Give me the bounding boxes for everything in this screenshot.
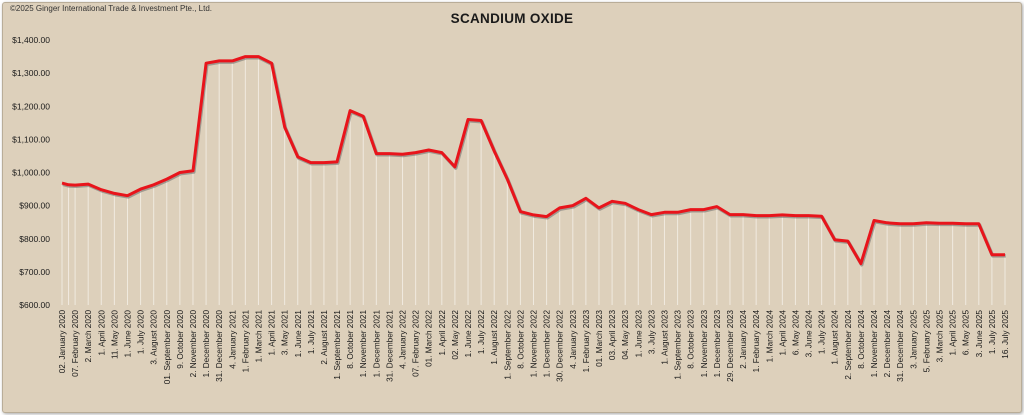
x-tick-label: 3. August 2020 bbox=[150, 310, 159, 365]
x-tick-label: 01. March 2023 bbox=[595, 310, 604, 367]
x-tick-label: 1. April 2021 bbox=[268, 310, 277, 356]
y-tick-label: $800.00 bbox=[19, 234, 50, 244]
x-tick-label: 16. July 2025 bbox=[1001, 310, 1010, 359]
x-tick-label: 3. June 2024 bbox=[805, 310, 814, 358]
x-tick-label: 07. February 2020 bbox=[71, 310, 80, 377]
chart-title: SCANDIUM OXIDE bbox=[450, 11, 574, 26]
x-tick-label: 8. October 2023 bbox=[687, 310, 696, 369]
y-tick-label: $1,300.00 bbox=[12, 68, 50, 78]
x-tick-label: 1. July 2025 bbox=[988, 310, 997, 355]
x-tick-label: 3. July 2023 bbox=[647, 310, 656, 355]
x-tick-label: 1. December 2023 bbox=[713, 310, 722, 378]
drop-lines bbox=[61, 56, 1006, 305]
x-tick-label: 1. September 2021 bbox=[333, 310, 342, 380]
x-tick-label: 1. April 2022 bbox=[438, 310, 447, 356]
x-tick-label: 5. February 2025 bbox=[922, 310, 931, 373]
x-tick-label: 04. May 2023 bbox=[621, 310, 630, 360]
x-tick-label: 4. January 2023 bbox=[569, 310, 578, 369]
x-tick-label: 1. June 2021 bbox=[294, 310, 303, 358]
price-series bbox=[61, 55, 1006, 267]
x-tick-label: 1. February 2024 bbox=[752, 310, 761, 373]
x-tick-label: 6. May 2024 bbox=[791, 310, 800, 356]
x-tick-label: 3. June 2025 bbox=[975, 310, 984, 358]
x-tick-label: 1. November 2021 bbox=[359, 310, 368, 378]
x-tick-label: 1. March 2024 bbox=[765, 310, 774, 363]
x-tick-label: 1. June 2023 bbox=[634, 310, 643, 358]
x-tick-label: 03. April 2023 bbox=[608, 310, 617, 361]
x-tick-label: 01. March 2022 bbox=[425, 310, 434, 367]
x-tick-label: 1. November 2023 bbox=[700, 310, 709, 378]
y-tick-label: $1,000.00 bbox=[12, 168, 50, 178]
x-tick-label: 2. November 2020 bbox=[189, 310, 198, 378]
y-tick-label: $900.00 bbox=[19, 201, 50, 211]
x-tick-label: 8. October 2021 bbox=[346, 310, 355, 369]
copyright-notice: ©2025 Ginger International Trade & Inves… bbox=[10, 4, 213, 13]
y-axis: $600.00 $700.00 $800.00 $900.00 $1,000.00 $1,… bbox=[12, 35, 50, 310]
x-tick-label: 1. June 2022 bbox=[464, 310, 473, 358]
x-tick-label: 02. January 2020 bbox=[58, 310, 67, 374]
x-tick-label: 2. August 2021 bbox=[320, 310, 329, 365]
x-tick-label: 8. October 2024 bbox=[857, 310, 866, 369]
x-tick-label: 1. February 2021 bbox=[241, 310, 250, 373]
x-tick-label: 07. February 2022 bbox=[412, 310, 421, 377]
x-tick-label: 8. October 2022 bbox=[516, 310, 525, 369]
x-tick-label: 30. December 2022 bbox=[556, 310, 565, 382]
x-tick-label: 11. May 2020 bbox=[110, 310, 119, 359]
x-tick-label: 3. January 2025 bbox=[909, 310, 918, 369]
x-tick-label: 1. August 2024 bbox=[831, 310, 840, 365]
x-tick-label: 2. September 2024 bbox=[844, 310, 853, 380]
x-tick-label: 1. July 2024 bbox=[818, 310, 827, 355]
x-tick-label: 1. December 2021 bbox=[372, 310, 381, 378]
x-axis: 02. January 2020 07. February 2020 2. Marc… bbox=[58, 310, 1010, 385]
x-tick-label: 4. January 2021 bbox=[228, 310, 237, 369]
x-tick-label: 1. September 2022 bbox=[503, 310, 512, 380]
y-tick-label: $1,400.00 bbox=[12, 35, 50, 45]
x-tick-label: 3. March 2025 bbox=[936, 310, 945, 363]
x-tick-label: 1. November 2022 bbox=[530, 310, 539, 378]
y-tick-label: $1,200.00 bbox=[12, 101, 50, 111]
x-tick-label: 02. May 2022 bbox=[451, 310, 460, 360]
x-tick-label: 9. October 2020 bbox=[176, 310, 185, 369]
x-tick-label: 1. April 2020 bbox=[97, 310, 106, 356]
x-tick-label: 1. April 2024 bbox=[778, 310, 787, 356]
x-tick-label: 1. September 2023 bbox=[674, 310, 683, 380]
x-tick-label: 1. July 2021 bbox=[307, 310, 316, 355]
x-tick-label: 3. May 2021 bbox=[281, 310, 290, 356]
y-tick-label: $700.00 bbox=[19, 267, 50, 277]
x-tick-label: 31. December 2020 bbox=[215, 310, 224, 382]
x-tick-label: 4. January 2022 bbox=[399, 310, 408, 369]
x-tick-label: 31. December 2021 bbox=[385, 310, 394, 382]
x-tick-label: 1. December 2022 bbox=[543, 310, 552, 378]
x-tick-label: 1. August 2022 bbox=[490, 310, 499, 365]
x-tick-label: 1. December 2020 bbox=[202, 310, 211, 378]
x-tick-label: 2. December 2024 bbox=[883, 310, 892, 378]
x-tick-label: 1. February 2023 bbox=[582, 310, 591, 373]
x-tick-label: 1. June 2020 bbox=[124, 310, 133, 358]
x-tick-label: 29. December 2023 bbox=[726, 310, 735, 382]
x-tick-label: 01. September 2020 bbox=[163, 310, 172, 385]
x-tick-label: 1. August 2023 bbox=[661, 310, 670, 365]
y-tick-label: $600.00 bbox=[19, 300, 50, 310]
x-tick-label: 1. March 2021 bbox=[255, 310, 264, 363]
x-tick-label: 1. April 2025 bbox=[949, 310, 958, 356]
x-tick-label: 1. July 2022 bbox=[477, 310, 486, 355]
x-tick-label: 31. December 2024 bbox=[896, 310, 905, 382]
x-tick-label: 1. November 2024 bbox=[870, 310, 879, 378]
x-tick-label: 6. May 2025 bbox=[962, 310, 971, 356]
x-tick-label: 1. July 2020 bbox=[137, 310, 146, 355]
x-tick-label: 2. January 2024 bbox=[739, 310, 748, 369]
y-tick-label: $1,100.00 bbox=[12, 134, 50, 144]
series-line bbox=[61, 55, 1005, 266]
x-tick-label: 2. March 2020 bbox=[84, 310, 93, 363]
